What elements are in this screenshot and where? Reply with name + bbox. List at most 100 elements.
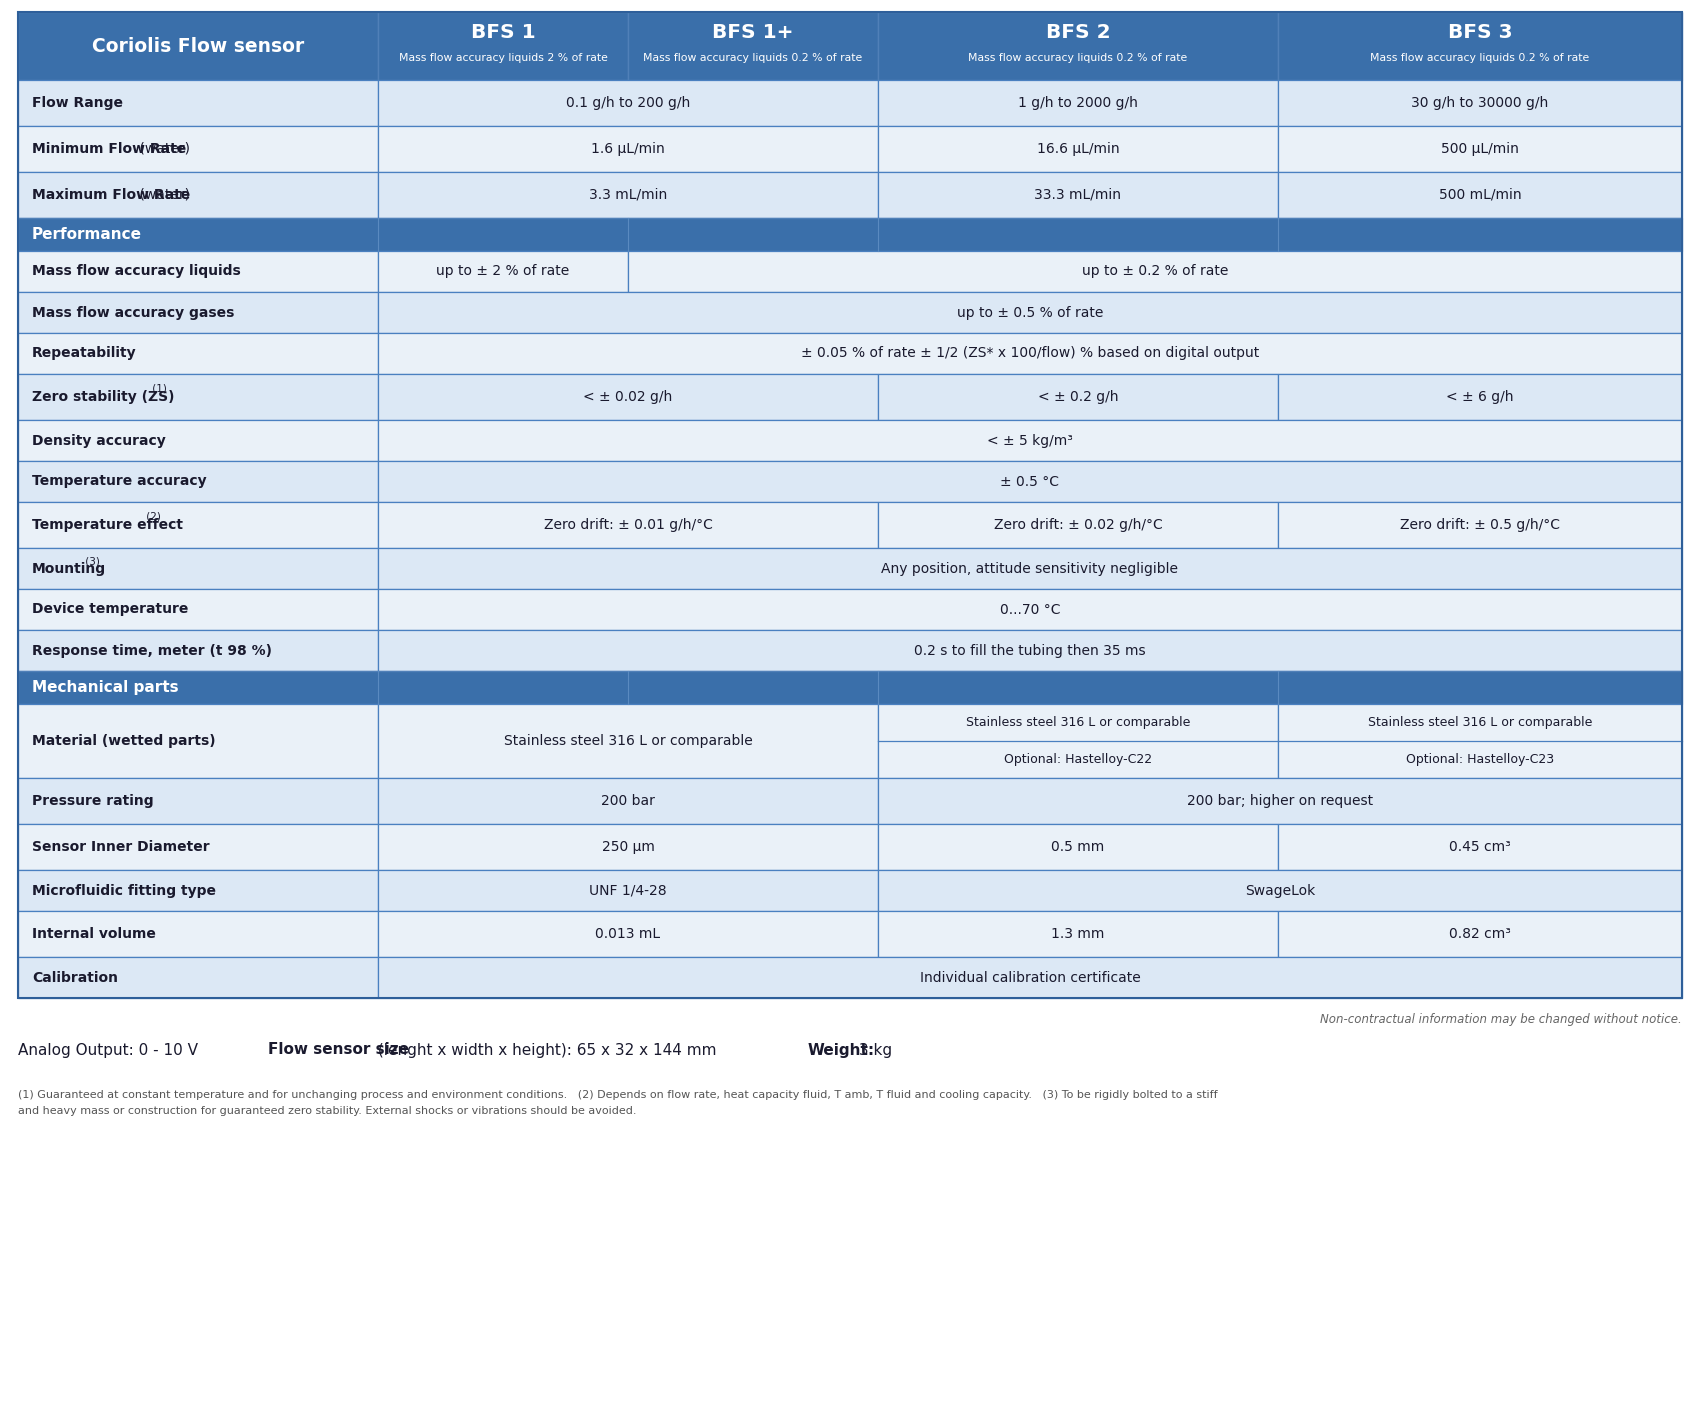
Text: Analog Output: 0 - 10 V: Analog Output: 0 - 10 V [19,1043,197,1057]
Bar [1278,80,1681,126]
Bar [19,777,377,824]
Text: 33.3 mL/min: 33.3 mL/min [1035,188,1122,202]
Bar [1278,374,1681,420]
Text: Maximum Flow Rate: Maximum Flow Rate [32,188,190,202]
Text: Mass flow accuracy liquids 2 % of rate: Mass flow accuracy liquids 2 % of rate [398,54,607,63]
Text: Flow Range: Flow Range [32,96,122,110]
Text: Minimum Flow Rate: Minimum Flow Rate [32,143,187,157]
Text: Any position, attitude sensitivity negligible: Any position, attitude sensitivity negli… [882,562,1178,576]
Text: (water): (water) [134,143,190,157]
Text: Mounting: Mounting [32,562,105,576]
Text: (1): (1) [150,384,167,394]
Text: < ± 5 kg/m³: < ± 5 kg/m³ [988,433,1073,447]
Bar [377,824,877,871]
Bar [19,461,377,502]
Bar [19,871,377,912]
Bar [377,80,877,126]
Bar [19,13,377,80]
Text: Zero drift: ± 0.01 g/h/°C: Zero drift: ± 0.01 g/h/°C [544,518,712,532]
Bar [19,219,1681,251]
Bar [19,251,377,292]
Bar [1278,502,1681,547]
Bar [19,824,377,871]
Text: Material (wetted parts): Material (wetted parts) [32,734,216,748]
Text: Coriolis Flow sensor: Coriolis Flow sensor [92,37,304,55]
Text: 0.5 mm: 0.5 mm [1051,840,1105,854]
Text: BFS 1+: BFS 1+ [712,23,794,41]
Text: (2): (2) [143,512,162,522]
Text: < ± 0.2 g/h: < ± 0.2 g/h [1037,389,1119,404]
Text: Microfluidic fitting type: Microfluidic fitting type [32,883,216,897]
Bar [19,292,377,333]
Bar [377,172,877,219]
Text: 3.3 mL/min: 3.3 mL/min [588,188,666,202]
Bar [377,629,1681,672]
Text: Temperature accuracy: Temperature accuracy [32,474,207,488]
Text: ± 0.05 % of rate ± 1/2 (ZS* x 100/flow) % based on digital output: ± 0.05 % of rate ± 1/2 (ZS* x 100/flow) … [801,347,1260,360]
Text: Individual calibration certificate: Individual calibration certificate [920,971,1141,985]
Bar [877,126,1278,172]
Bar [1278,824,1681,871]
Bar [377,374,877,420]
Bar [377,251,627,292]
Text: 0.013 mL: 0.013 mL [595,927,661,941]
Text: (3): (3) [82,556,100,566]
Bar [877,502,1278,547]
Text: Mass flow accuracy liquids: Mass flow accuracy liquids [32,264,241,278]
Text: Optional: Hastelloy-C22: Optional: Hastelloy-C22 [1005,753,1153,766]
Text: Weight:: Weight: [808,1043,876,1057]
Text: Stainless steel 316 L or comparable: Stainless steel 316 L or comparable [966,715,1190,729]
Bar [877,374,1278,420]
Bar [377,126,877,172]
Bar [377,420,1681,461]
Bar [377,871,877,912]
Text: 0...70 °C: 0...70 °C [1000,602,1061,617]
Bar [377,13,627,80]
Text: 1 g/h to 2000 g/h: 1 g/h to 2000 g/h [1018,96,1137,110]
Text: Stainless steel 316 L or comparable: Stainless steel 316 L or comparable [503,734,753,748]
Text: Sensor Inner Diameter: Sensor Inner Diameter [32,840,209,854]
Text: 3 kg: 3 kg [853,1043,892,1057]
Text: 0.1 g/h to 200 g/h: 0.1 g/h to 200 g/h [566,96,690,110]
Text: Mass flow accuracy liquids 0.2 % of rate: Mass flow accuracy liquids 0.2 % of rate [643,54,862,63]
Bar [377,957,1681,998]
Text: Performance: Performance [32,227,143,243]
Bar [19,80,377,126]
Bar [377,547,1681,588]
Text: Device temperature: Device temperature [32,602,189,617]
Bar [19,420,377,461]
Text: Pressure rating: Pressure rating [32,794,153,809]
Text: Mass flow accuracy liquids 0.2 % of rate: Mass flow accuracy liquids 0.2 % of rate [969,54,1188,63]
Text: Repeatability: Repeatability [32,347,136,360]
Text: Mechanical parts: Mechanical parts [32,680,178,696]
Text: 200 bar: 200 bar [602,794,654,809]
Text: up to ± 0.2 % of rate: up to ± 0.2 % of rate [1081,264,1227,278]
Bar [877,13,1278,80]
Bar [19,912,377,957]
Bar [877,172,1278,219]
Bar [19,13,1681,998]
Bar [19,172,377,219]
Bar [877,912,1278,957]
Text: Zero drift: ± 0.5 g/h/°C: Zero drift: ± 0.5 g/h/°C [1401,518,1561,532]
Bar [377,588,1681,629]
Text: Stainless steel 316 L or comparable: Stainless steel 316 L or comparable [1368,715,1593,729]
Text: Zero drift: ± 0.02 g/h/°C: Zero drift: ± 0.02 g/h/°C [993,518,1163,532]
Text: 0.82 cm³: 0.82 cm³ [1448,927,1511,941]
Bar [19,957,377,998]
Text: ± 0.5 °C: ± 0.5 °C [1001,474,1059,488]
Bar [377,502,877,547]
Bar [377,777,877,824]
Text: Non-contractual information may be changed without notice.: Non-contractual information may be chang… [1321,1013,1681,1026]
Bar [19,629,377,672]
Bar [1278,704,1681,777]
Text: Temperature effect: Temperature effect [32,518,184,532]
Bar [377,704,877,777]
Bar [377,461,1681,502]
Text: 500 μL/min: 500 μL/min [1442,143,1518,157]
Bar [877,704,1278,777]
Text: 1.3 mm: 1.3 mm [1051,927,1105,941]
Bar [877,824,1278,871]
Text: 250 μm: 250 μm [602,840,654,854]
Bar [877,80,1278,126]
